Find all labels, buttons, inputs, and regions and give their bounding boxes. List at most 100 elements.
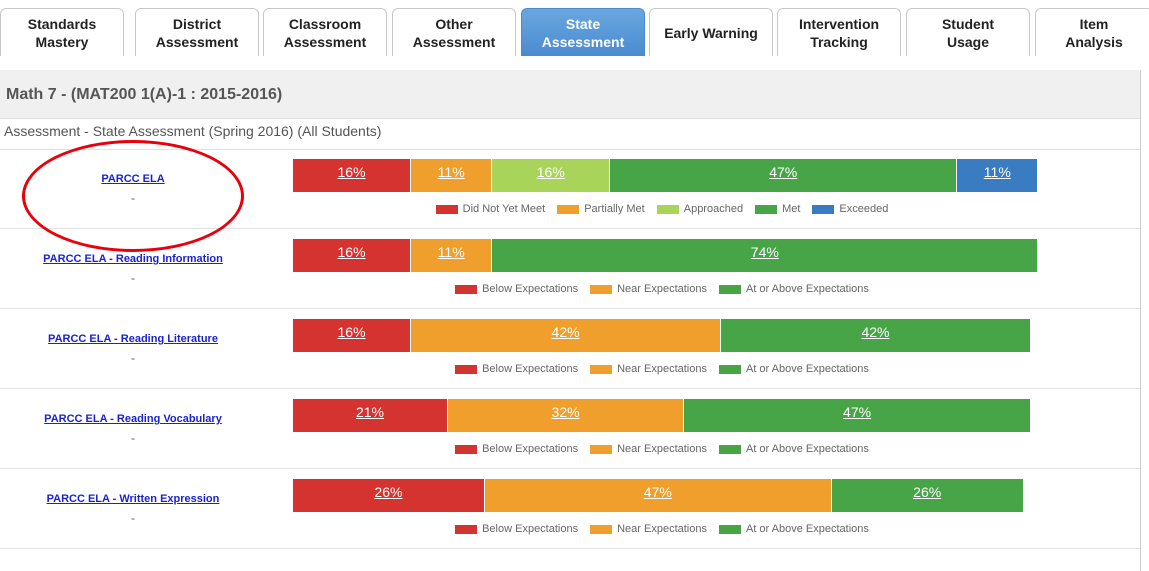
legend-label: Near Expectations [617,443,707,455]
bar-segment: 11% [411,239,493,272]
row-note: - [131,351,135,365]
legend-label: Exceeded [839,203,889,215]
bar-segment: 42% [721,319,1031,352]
row-link[interactable]: PARCC ELA - Reading Information [43,253,223,265]
tab[interactable]: Early Warning [649,8,773,56]
bar-segment: 47% [484,479,832,512]
legend: Below Expectations Near Expectations At or… [293,443,1031,455]
legend-swatch [718,524,741,534]
segment-label: 42% [861,324,890,340]
bar-segment: 47% [610,159,958,192]
bar-segment: 74% [492,239,1039,272]
legend-swatch [812,204,835,214]
separator [0,388,1140,389]
legend-swatch [755,204,778,214]
legend-item: Approached [656,203,744,215]
tab[interactable]: Other Assessment [392,8,516,56]
row-note: - [131,511,135,525]
tab[interactable]: Classroom Assessment [263,8,387,56]
legend-swatch [590,284,613,294]
separator [0,149,1140,150]
legend-swatch [590,364,613,374]
segment-label: 47% [843,404,872,420]
panel-title: Math 7 - (MAT200 1(A)-1 : 2015-2016) [6,86,283,103]
legend-label: Met [782,203,801,215]
bar-segment: 16% [293,239,412,272]
segment-label: 16% [536,164,565,180]
segment-label: 16% [337,244,366,260]
row-link[interactable]: PARCC ELA - Written Expression [46,493,220,505]
bar-segment: 16% [492,159,611,192]
legend-label: Approached [683,203,744,215]
tab[interactable]: Standards Mastery [0,8,124,56]
separator [0,548,1140,549]
legend-label: Did Not Yet Meet [462,203,546,215]
legend: Below Expectations Near Expectations At or… [293,363,1031,375]
legend-swatch [590,524,613,534]
legend-item: Below Expectations [455,523,578,535]
tab[interactable]: Item Analysis [1035,8,1149,56]
legend-swatch [435,204,458,214]
legend-swatch [590,444,613,454]
legend-item: At or Above Expectations [718,283,869,295]
tab[interactable]: Intervention Tracking [777,8,901,56]
panel-header [0,70,1140,119]
legend-swatch [455,524,478,534]
tab[interactable]: District Assessment [135,8,259,56]
separator [0,228,1140,229]
row-note: - [131,271,135,285]
legend-swatch [718,364,741,374]
bar-segment: 42% [411,319,722,352]
bar-segment: 11% [957,159,1039,192]
legend-item: Met [755,203,800,215]
row-link[interactable]: PARCC ELA - Reading Vocabulary [44,413,222,425]
segment-label: 47% [643,484,672,500]
legend-label: Near Expectations [617,283,707,295]
legend-swatch [455,284,478,294]
legend-label: Below Expectations [482,363,579,375]
legend-swatch [718,284,741,294]
panel-subtitle: Assessment - State Assessment (Spring 20… [4,123,382,139]
legend-label: At or Above Expectations [745,283,869,295]
segment-label: 47% [769,164,798,180]
segment-label: 16% [337,164,366,180]
legend-label: Below Expectations [482,523,579,535]
segment-label: 11% [437,164,465,180]
bar-segment: 26% [293,479,485,512]
legend-swatch [455,364,478,374]
legend-label: Near Expectations [617,523,707,535]
legend-item: At or Above Expectations [718,523,869,535]
legend-item: Below Expectations [455,283,578,295]
legend-item: Near Expectations [590,523,707,535]
segment-label: 21% [355,404,384,420]
segment-label: 42% [551,324,580,340]
tab[interactable]: Student Usage [906,8,1030,56]
tab[interactable]: State Assessment [521,8,645,56]
legend-item: Exceeded [812,203,888,215]
bar-segment: 21% [293,399,448,432]
legend-label: Partially Met [584,203,645,215]
legend-swatch [656,204,679,214]
legend-swatch [455,444,478,454]
row-link[interactable]: PARCC ELA - Reading Literature [48,333,218,345]
separator [0,308,1140,309]
legend-item: At or Above Expectations [718,443,869,455]
legend-item: Near Expectations [590,283,707,295]
legend-item: Near Expectations [590,443,707,455]
bar-segment: 47% [684,399,1031,432]
legend-label: At or Above Expectations [745,363,869,375]
legend-label: At or Above Expectations [745,443,869,455]
legend: Below Expectations Near Expectations At or… [293,283,1031,295]
legend-label: Below Expectations [482,443,579,455]
legend-item: At or Above Expectations [718,363,869,375]
legend-item: Partially Met [557,203,645,215]
legend: Below Expectations Near Expectations At or… [293,523,1031,535]
segment-label: 16% [337,324,366,340]
segment-label: 26% [913,484,942,500]
legend-label: Near Expectations [617,363,707,375]
segment-label: 26% [374,484,403,500]
legend: Did Not Yet Meet Partially Met Approached M… [293,203,1031,215]
bar-segment: 11% [411,159,493,192]
legend-item: Below Expectations [455,363,578,375]
